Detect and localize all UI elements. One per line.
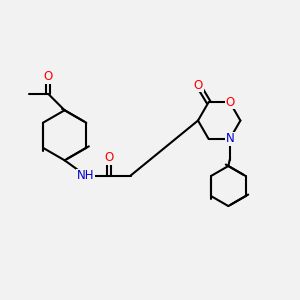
Text: O: O — [225, 96, 234, 109]
Text: O: O — [105, 152, 114, 164]
Text: NH: NH — [77, 169, 94, 182]
Text: O: O — [194, 79, 203, 92]
Text: O: O — [44, 70, 53, 83]
Text: N: N — [225, 132, 234, 146]
